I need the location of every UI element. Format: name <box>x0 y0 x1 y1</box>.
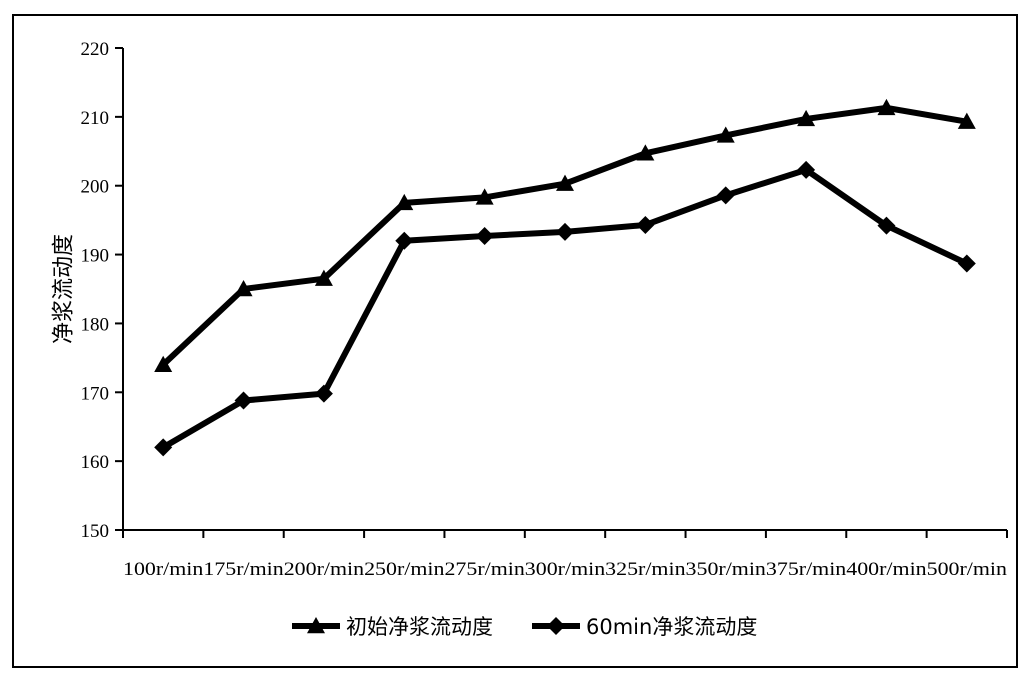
x-tick-label: 300r/min <box>525 559 606 580</box>
legend-item: 60min净浆流动度 <box>532 615 757 639</box>
diamond-point <box>957 254 976 273</box>
triangle-point <box>636 144 655 161</box>
x-tick-label: 275r/min <box>444 559 525 580</box>
series-layer <box>154 98 976 457</box>
x-tick-label: 500r/min <box>927 559 1008 580</box>
legend-label: 初始净浆流动度 <box>346 615 493 639</box>
diamond-point <box>314 384 333 403</box>
x-tick-label: 100r/min <box>123 559 204 580</box>
y-tick-label: 170 <box>81 383 110 404</box>
x-tick-label: 175r/min <box>203 559 284 580</box>
triangle-point <box>877 98 896 116</box>
triangle-point <box>957 112 976 129</box>
triangle-point <box>395 193 414 211</box>
legend: 初始净浆流动度 60min净浆流动度 <box>292 615 757 639</box>
legend-marker <box>307 617 325 634</box>
y-tick-label: 180 <box>81 314 110 335</box>
x-tick-label: 400r/min <box>846 559 927 580</box>
y-axis-title: 净浆流动度 <box>52 234 77 344</box>
x-tick-label: 200r/min <box>284 559 365 580</box>
triangle-point <box>314 269 333 286</box>
legend-item: 初始净浆流动度 <box>292 615 493 639</box>
chart-frame <box>12 14 1018 668</box>
y-axis: 150 160 170 180 190 200 210 220 <box>81 39 124 542</box>
triangle-point <box>234 280 253 297</box>
series-60min <box>154 160 976 457</box>
series-initial <box>154 98 976 372</box>
x-tick-label: 325r/min <box>605 559 686 580</box>
x-axis: 100r/min 175r/min 200r/min 250r/min 275r/min… <box>122 529 1008 580</box>
triangle-point <box>716 126 735 143</box>
diamond-point <box>556 222 574 241</box>
triangle-point <box>556 174 574 191</box>
y-tick-label: 150 <box>81 521 110 542</box>
y-tick-label: 190 <box>81 246 110 267</box>
y-tick-label: 200 <box>81 177 110 198</box>
legend-label: 60min净浆流动度 <box>586 615 757 639</box>
diamond-point <box>395 231 414 250</box>
diamond-point <box>877 216 896 235</box>
triangle-point <box>154 355 173 372</box>
x-tick-label: 250r/min <box>364 559 445 580</box>
diamond-point <box>797 160 816 179</box>
diamond-point <box>154 438 173 457</box>
legend-marker <box>547 617 565 635</box>
series-line <box>161 166 969 450</box>
y-tick-label: 220 <box>81 39 110 60</box>
x-tick-label: 350r/min <box>686 559 767 580</box>
diamond-point <box>636 215 655 234</box>
x-tick-label: 375r/min <box>766 559 847 580</box>
triangle-point <box>797 109 816 127</box>
diamond-point <box>234 391 253 410</box>
y-tick-label: 210 <box>81 108 110 129</box>
diamond-point <box>716 186 735 205</box>
y-tick-label: 160 <box>81 452 110 473</box>
triangle-point <box>475 188 494 205</box>
diamond-point <box>475 226 494 245</box>
